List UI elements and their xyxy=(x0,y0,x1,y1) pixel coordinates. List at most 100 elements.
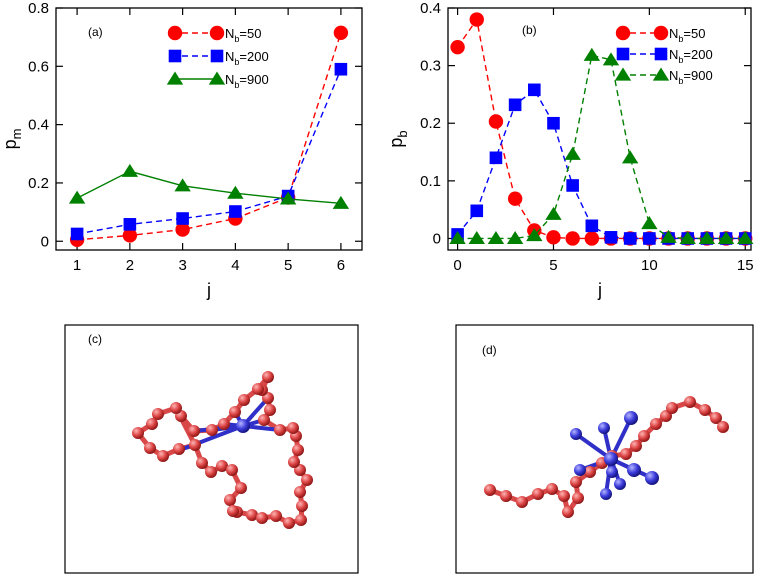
snapshot-c-monomer-bead xyxy=(258,414,270,426)
snapshot-d-monomer-bead xyxy=(570,476,582,488)
snapshot-c-monomer-bead xyxy=(235,482,247,494)
snapshot-c-panel-label: (c) xyxy=(88,332,102,346)
snapshot-c-monomer-bead xyxy=(146,418,158,430)
chart-a-panel-label: (a) xyxy=(88,25,103,39)
chart-b-point-n-b-50 xyxy=(507,191,523,206)
chart-b-legend: Nb=50 Nb=200 Nb=900 xyxy=(614,25,713,86)
snapshot-d-monomer-bead xyxy=(630,440,642,452)
chart-b-point-n-b-200 xyxy=(527,83,541,97)
snapshot-c-frame xyxy=(64,324,359,574)
chart-a-point-n-b-900 xyxy=(68,190,86,204)
snapshot-d-binder-bead xyxy=(645,471,659,485)
chart-b-point-n-b-900 xyxy=(717,231,735,245)
chart-a-xlabel: j xyxy=(206,280,211,300)
chart-b-legend-marker-n-b-200 xyxy=(616,47,630,61)
chart-b-point-n-b-50 xyxy=(546,230,561,245)
snapshot-d-monomer-bead xyxy=(546,483,558,495)
chart-b-point-n-b-200 xyxy=(604,231,618,244)
snapshot-c-monomer-bead xyxy=(173,443,185,455)
chart-a-line-n-b-900 xyxy=(76,170,341,205)
snapshot-d-panel-label: (d) xyxy=(482,343,497,357)
snapshot-c-monomer-bead xyxy=(227,505,239,517)
snapshot-d-monomer-bead xyxy=(484,484,496,496)
chart-a-ylabel-sub: m xyxy=(9,129,24,140)
chart-b-legend-marker-n-b-50 xyxy=(615,25,631,41)
chart-a-point-n-b-200 xyxy=(123,218,137,231)
chart-b-point-n-b-200 xyxy=(623,232,637,245)
chart-b-series xyxy=(449,12,754,246)
chart-a-point-n-b-900 xyxy=(227,185,244,199)
chart-a-point-n-b-50 xyxy=(175,222,190,237)
chart-b-point-n-b-900 xyxy=(545,206,562,220)
chart-b-point-n-b-900 xyxy=(468,231,485,245)
chart-a-legend-marker-n-b-900 xyxy=(208,71,226,85)
snapshot-c-monomer-bead xyxy=(188,425,200,437)
chart-b-point-n-b-50 xyxy=(565,231,580,246)
snapshot-d-monomer-bead xyxy=(684,396,696,408)
chart-b-point-n-b-200 xyxy=(643,232,656,245)
chart-a-ylabel: pm xyxy=(0,129,24,150)
chart-b-point-n-b-200 xyxy=(585,219,599,233)
chart-a-line-n-b-200 xyxy=(76,68,342,235)
chart-a-line-n-b-50 xyxy=(77,32,342,241)
snapshot-c-monomer-bead xyxy=(224,494,236,506)
chart-b-point-n-b-900 xyxy=(737,231,754,245)
snapshot-c-monomer-bead xyxy=(288,456,300,468)
snapshot-d-monomer-bead xyxy=(710,412,722,424)
chart-a: (a) j pm 1 2 3 4 5 6 0 0.2 0.4 0.6 0.8 Nb=50 Nb=200… xyxy=(0,0,363,300)
chart-a-point-n-b-900 xyxy=(174,178,191,192)
chart-a-point-n-b-200 xyxy=(229,205,242,218)
chart-a-legend-marker-n-b-50 xyxy=(167,25,183,41)
snapshot-c-monomer-bead xyxy=(252,383,264,395)
chart-b-legend-label-n-b-200: Nb=200 xyxy=(669,47,713,65)
chart-b-panel-label: (b) xyxy=(522,23,537,37)
chart-b-point-n-b-50 xyxy=(584,231,600,246)
snapshot-c-monomer-bead xyxy=(295,514,307,526)
chart-a-ylabel-main: p xyxy=(0,139,20,149)
chart-b: (b) j pb 0 5 10 15 0 0.1 0.2 0.3 0.4 Nb=50 Nb=200… xyxy=(386,0,754,300)
chart-a-legend-marker-n-b-200 xyxy=(210,49,224,63)
chart-b-point-n-b-900 xyxy=(506,231,524,245)
snapshot-c-monomer-bead xyxy=(283,517,295,529)
chart-b-point-n-b-900 xyxy=(583,47,601,61)
chart-b-ytick-label: 0.2 xyxy=(420,115,441,132)
snapshot-d-monomer-bead xyxy=(572,492,584,504)
chart-b-point-n-b-900 xyxy=(449,231,466,245)
snapshot-c-monomer-bead xyxy=(132,427,144,439)
snapshot-d-binder-bead xyxy=(606,466,618,478)
chart-b-point-n-b-200 xyxy=(470,204,484,218)
chart-a-point-n-b-200 xyxy=(176,212,189,225)
chart-a-point-n-b-50 xyxy=(333,25,349,40)
snapshot-c-monomer-bead xyxy=(256,512,268,524)
snapshot-c-monomer-bead xyxy=(264,404,276,416)
chart-b-legend-marker-n-b-900 xyxy=(614,67,632,81)
chart-b-point-n-b-900 xyxy=(526,228,543,242)
chart-a-point-n-b-200 xyxy=(334,62,348,76)
chart-b-point-n-b-900 xyxy=(679,231,696,245)
snapshot-d-center-bead xyxy=(604,452,618,466)
snapshot-c: (c) xyxy=(64,324,359,574)
snapshot-d-monomer-bead xyxy=(699,404,711,416)
chart-b-legend-marker-n-b-900 xyxy=(652,67,670,81)
chart-a-ytick-label: 0.6 xyxy=(28,58,49,75)
chart-b-line-n-b-200 xyxy=(457,88,746,240)
chart-b-point-n-b-50 xyxy=(488,114,504,129)
snapshot-d-monomer-bead xyxy=(717,421,729,433)
snapshot-d-monomer-bead xyxy=(532,488,544,500)
snapshot-d-binder-bead xyxy=(598,422,610,434)
snapshot-d-binder-bead xyxy=(600,488,612,500)
snapshot-c-monomer-bead xyxy=(229,406,241,418)
snapshot-d-monomer-bead xyxy=(558,490,570,502)
snapshot-d-binder-bead xyxy=(614,478,626,490)
snapshot-d-molecule xyxy=(484,396,729,518)
snapshot-d-binder-bead xyxy=(627,463,641,477)
chart-b-ytick-label: 0.4 xyxy=(420,0,441,17)
snapshot-d-binder-bead xyxy=(570,428,582,440)
chart-b-xtick-label: 5 xyxy=(549,257,557,274)
chart-a-ytick-label: 0 xyxy=(41,233,49,250)
snapshot-c-monomer-bead xyxy=(206,424,218,436)
chart-a-frame xyxy=(55,7,363,251)
snapshot-c-monomer-bead xyxy=(205,466,217,478)
chart-b-ytick-label: 0 xyxy=(433,230,441,247)
